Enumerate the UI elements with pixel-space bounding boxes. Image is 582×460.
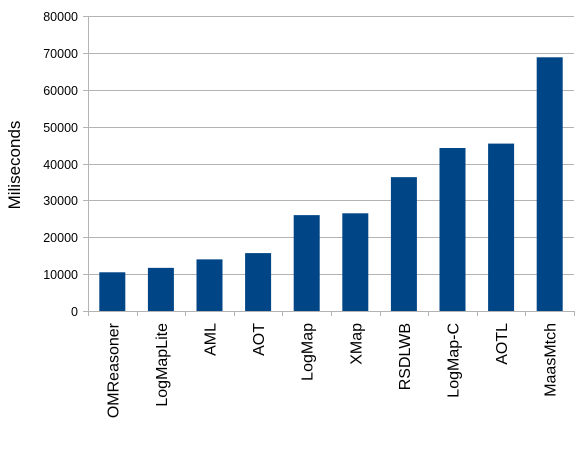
bar-logmap-c bbox=[439, 148, 466, 311]
y-tick-label: 70000 bbox=[43, 47, 78, 61]
x-tick-label: OMReasoner bbox=[105, 322, 122, 418]
y-tick-labels: 0 10000 20000 30000 40000 50000 60000 70000 8000… bbox=[43, 10, 78, 319]
x-tick-label: RSDLWB bbox=[397, 323, 414, 390]
bars bbox=[99, 57, 563, 311]
bar-aotl bbox=[488, 143, 515, 311]
x-tick-label: MaasMtch bbox=[543, 323, 560, 397]
axes bbox=[83, 16, 575, 316]
bar-maasmtch bbox=[536, 57, 563, 311]
y-tick-label: 20000 bbox=[43, 231, 78, 245]
x-tick-label: XMap bbox=[348, 323, 365, 365]
y-tick-label: 30000 bbox=[43, 194, 78, 208]
bar-rsdlwb bbox=[390, 177, 417, 311]
y-tick-label: 10000 bbox=[43, 268, 78, 282]
y-tick-label: 40000 bbox=[43, 158, 78, 172]
x-tick-label: AOTL bbox=[494, 323, 511, 365]
bar-xmap bbox=[342, 213, 369, 311]
y-tick-label: 80000 bbox=[43, 10, 78, 24]
y-axis-title: Miliseconds bbox=[5, 121, 24, 210]
bar-logmap bbox=[293, 215, 320, 311]
x-tick-label: AOT bbox=[251, 323, 268, 356]
y-tick-label: 0 bbox=[71, 305, 78, 319]
x-tick-labels: OMReasoner LogMapLite AML AOT LogMap XMap RSDL… bbox=[105, 322, 559, 418]
bar-aot bbox=[245, 253, 272, 311]
x-tick-label: AML bbox=[203, 323, 220, 356]
bar-omreasoner bbox=[99, 272, 126, 311]
y-tick-label: 50000 bbox=[43, 121, 78, 135]
x-tick-label: LogMapLite bbox=[154, 323, 171, 407]
bar-aml bbox=[196, 259, 223, 311]
y-tick-label: 60000 bbox=[43, 84, 78, 98]
x-tick-label: LogMap bbox=[300, 323, 317, 381]
bar-logmaplite bbox=[147, 267, 174, 311]
x-tick-label: LogMap-C bbox=[446, 323, 463, 398]
